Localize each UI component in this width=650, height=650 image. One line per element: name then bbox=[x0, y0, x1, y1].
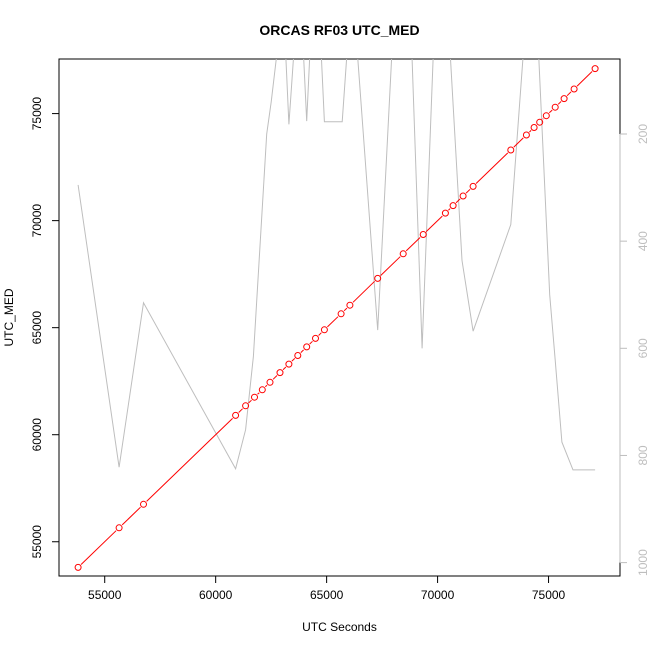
main-series-point bbox=[591, 65, 599, 73]
main-series-segment bbox=[576, 71, 593, 87]
main-series-segment bbox=[405, 237, 421, 252]
main-series-point bbox=[294, 352, 302, 359]
x-tick-label: 60000 bbox=[199, 588, 233, 602]
x-axis: 55000 60000 65000 70000 75000 bbox=[88, 575, 566, 602]
main-series-point bbox=[320, 326, 328, 334]
x-tick-label: 55000 bbox=[88, 588, 122, 602]
main-series-point bbox=[419, 231, 427, 238]
x-tick-label: 70000 bbox=[421, 588, 455, 602]
y2-tick-label: 1000 bbox=[636, 549, 650, 576]
main-series-point bbox=[258, 386, 266, 394]
main-series-point bbox=[551, 103, 559, 111]
y2-tick-label: 200 bbox=[636, 124, 650, 144]
main-series-point bbox=[312, 334, 319, 342]
secondary-series-line bbox=[77, 59, 596, 471]
y-axis-label: UTC_MED bbox=[2, 288, 16, 346]
main-series-segment bbox=[425, 215, 443, 232]
main-series-segment bbox=[264, 384, 268, 388]
y-tick-label: 60000 bbox=[30, 418, 44, 452]
main-series-point bbox=[285, 360, 293, 368]
main-series-point bbox=[251, 393, 258, 401]
main-series-segment bbox=[300, 349, 304, 353]
y-tick-label: 75000 bbox=[30, 97, 44, 131]
main-series-segment bbox=[146, 418, 233, 502]
x-axis-label: UTC Seconds bbox=[302, 620, 377, 634]
main-series-point bbox=[570, 85, 578, 93]
main-series-segment bbox=[529, 130, 532, 133]
main-series-point bbox=[276, 369, 284, 377]
main-series-segment bbox=[380, 256, 401, 276]
y2-tick-label: 400 bbox=[636, 231, 650, 251]
x-tick-label: 75000 bbox=[532, 588, 566, 602]
main-series-segment bbox=[343, 307, 348, 312]
secondary-y-axis: 200 400 600 800 1000 bbox=[619, 124, 650, 576]
y-tick-label: 55000 bbox=[30, 525, 44, 559]
y-tick-label: 70000 bbox=[30, 204, 44, 238]
main-series-segment bbox=[465, 188, 471, 194]
main-series-segment bbox=[318, 332, 322, 336]
main-series-segment bbox=[282, 366, 287, 371]
main-series-point bbox=[507, 146, 515, 154]
main-series-point bbox=[542, 112, 550, 120]
main-series-point bbox=[469, 182, 477, 190]
main-series-segment bbox=[80, 530, 117, 565]
main-series-point bbox=[374, 274, 382, 282]
main-series-point bbox=[536, 118, 544, 126]
y2-tick-label: 600 bbox=[636, 338, 650, 358]
main-series-point bbox=[346, 301, 354, 309]
main-series-segment bbox=[566, 91, 572, 97]
main-series-point bbox=[459, 192, 467, 200]
chart-title: ORCAS RF03 UTC_MED bbox=[259, 22, 419, 38]
y2-tick-label: 800 bbox=[636, 445, 650, 465]
main-series-point bbox=[115, 524, 123, 532]
main-series-segment bbox=[327, 316, 339, 328]
main-series-point bbox=[74, 563, 82, 571]
main-series-point bbox=[266, 378, 274, 386]
main-series-point bbox=[522, 131, 530, 139]
main-series-segment bbox=[238, 408, 243, 413]
main-series-segment bbox=[513, 137, 524, 148]
main-series-point bbox=[232, 411, 240, 419]
main-series-segment bbox=[272, 375, 278, 380]
main-series-segment bbox=[352, 280, 375, 303]
main-series-segment bbox=[448, 208, 451, 211]
main-series-point bbox=[303, 343, 311, 351]
main-series-point bbox=[530, 124, 538, 131]
main-series-point bbox=[399, 250, 407, 258]
main-series-point bbox=[449, 202, 457, 210]
main-series-segment bbox=[291, 358, 296, 362]
main-series-segment bbox=[248, 399, 252, 404]
main-series-point bbox=[242, 402, 250, 410]
main-series-segment bbox=[475, 152, 509, 184]
main-series-segment bbox=[455, 198, 461, 204]
y-tick-label: 65000 bbox=[30, 311, 44, 345]
main-series-segment bbox=[309, 340, 313, 345]
y-axis: 55000 60000 65000 70000 75000 bbox=[30, 97, 60, 559]
x-tick-label: 65000 bbox=[310, 588, 344, 602]
main-series-point bbox=[140, 500, 147, 508]
main-series-segment bbox=[548, 109, 553, 114]
main-series-point bbox=[337, 310, 345, 318]
main-series-point bbox=[441, 209, 449, 217]
main-series-segment bbox=[557, 101, 562, 105]
main-series-segment bbox=[542, 118, 544, 120]
main-series-segment bbox=[121, 506, 141, 526]
main-series-segment bbox=[257, 392, 260, 395]
plot-box bbox=[58, 58, 621, 577]
main-series-point bbox=[560, 95, 568, 103]
